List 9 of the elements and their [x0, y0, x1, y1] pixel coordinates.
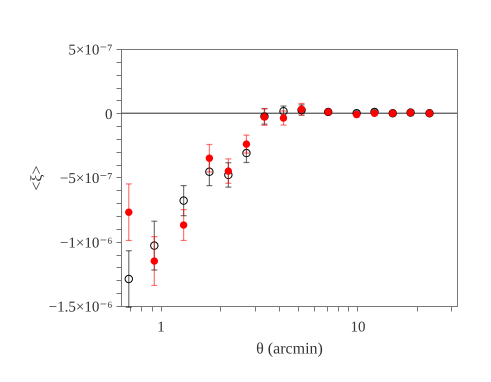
y-tick-label: 0: [105, 106, 112, 123]
y-tick-label: −1.5×10⁻⁶: [48, 300, 112, 316]
x-tick-label: 1: [157, 320, 165, 336]
y-tick-label: −1×10⁻⁶: [60, 235, 112, 252]
x-axis-title: θ (arcmin): [256, 340, 323, 358]
x-tick-label: 10: [350, 320, 366, 336]
y-axis-title: <ξ>: [28, 165, 46, 191]
y-tick-label: 5×10⁻⁷: [68, 42, 112, 58]
y-tick-label: −5×10⁻⁷: [60, 171, 112, 187]
